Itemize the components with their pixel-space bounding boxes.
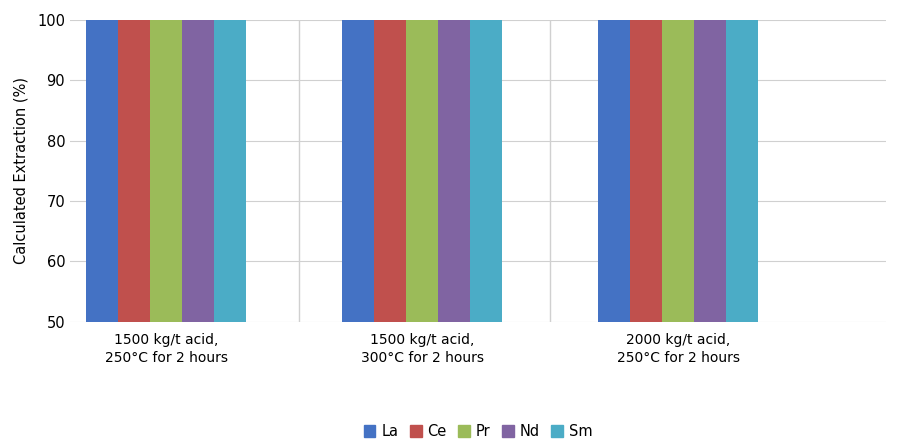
Bar (694, 0, 726, 322)
Bar (342, 0, 374, 322)
Bar (118, 0, 150, 322)
Bar (406, 0, 438, 322)
Bar (630, 0, 662, 322)
Bar (214, 0, 246, 322)
Bar (598, 0, 630, 322)
Bar (182, 0, 214, 322)
Y-axis label: Calculated Extraction (%): Calculated Extraction (%) (14, 77, 29, 264)
Bar (374, 0, 406, 322)
Bar (86, 0, 118, 322)
Bar (470, 0, 502, 322)
Bar (726, 0, 758, 322)
Bar (438, 0, 470, 322)
Bar (662, 0, 694, 322)
Bar (150, 0, 182, 322)
Legend: La, Ce, Pr, Nd, Sm: La, Ce, Pr, Nd, Sm (359, 420, 597, 443)
